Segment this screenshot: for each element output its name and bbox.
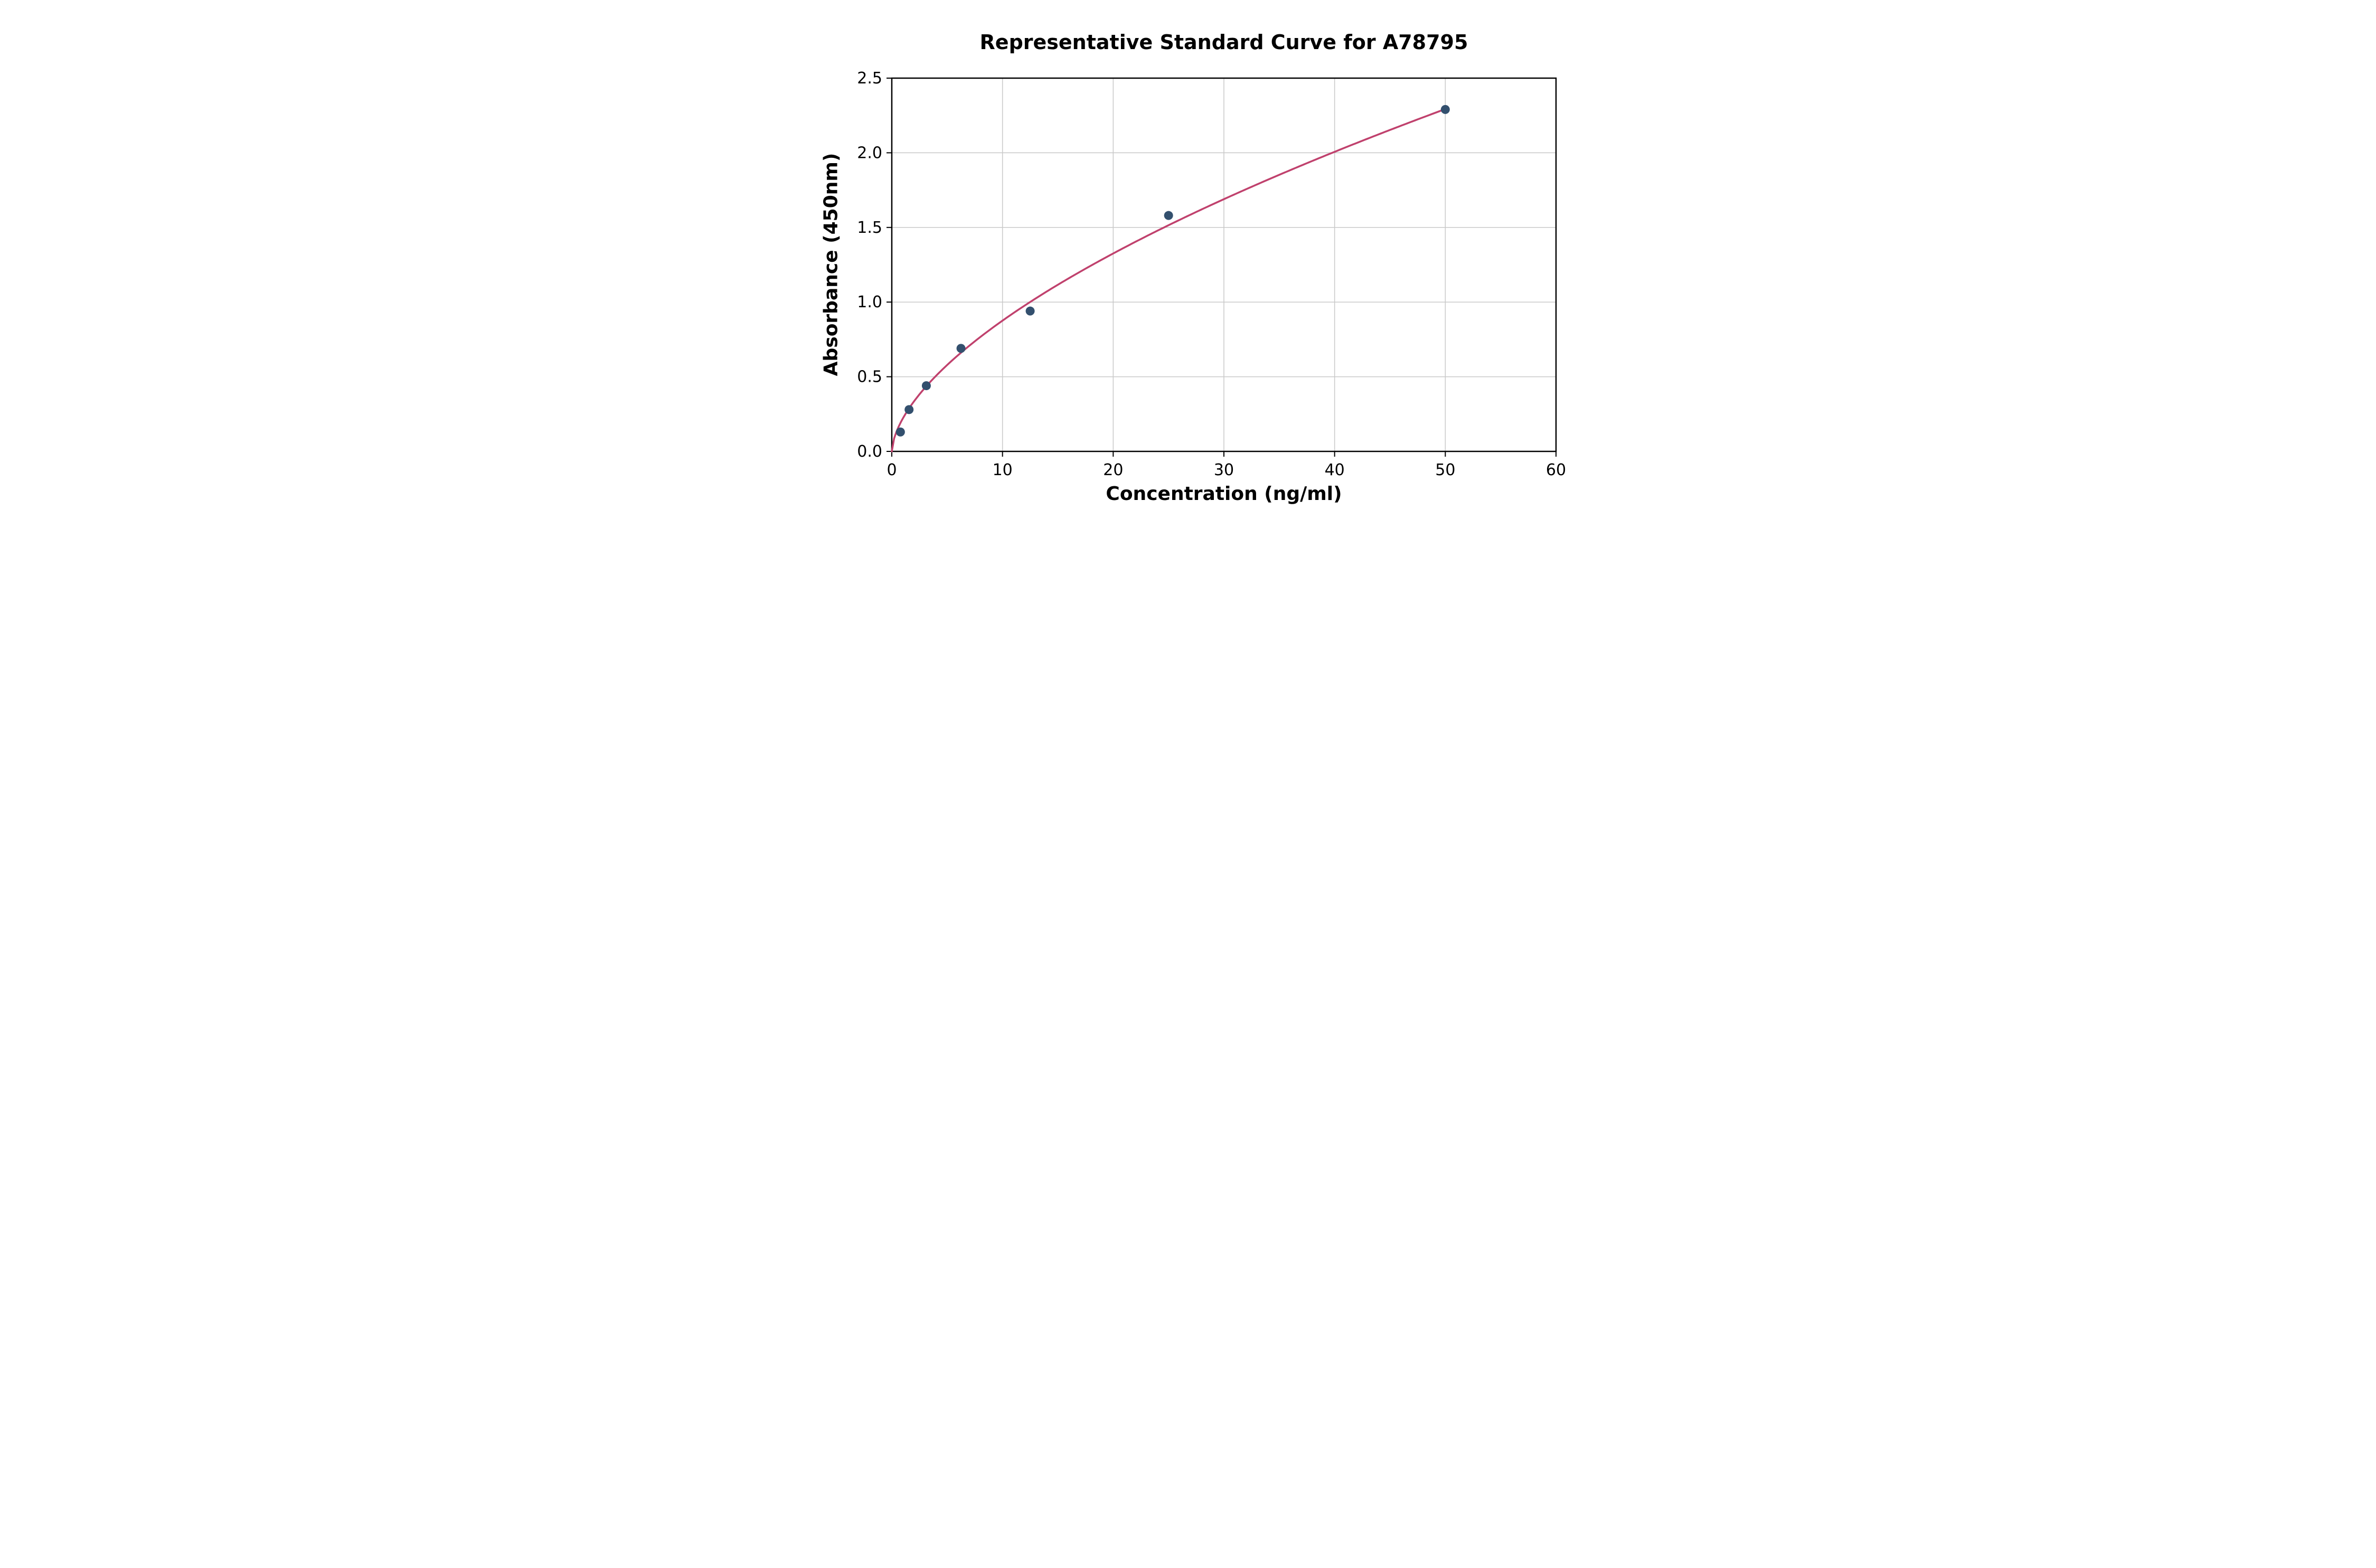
y-tick-label: 2.5: [857, 69, 882, 88]
data-point: [1164, 211, 1173, 220]
x-tick-label: 30: [1214, 461, 1234, 479]
standard-curve-figure: Representative Standard Curve for A78795…: [792, 0, 1584, 523]
data-point: [956, 344, 966, 353]
x-axis-label: Concentration (ng/ml): [1106, 483, 1342, 505]
data-point: [1025, 306, 1035, 316]
y-tick-label: 1.5: [857, 219, 882, 237]
chart-title: Representative Standard Curve for A78795: [979, 31, 1468, 54]
standard-curve-plot: 0 10 20 30 40 50 60 0.0 0.5 1.0 1.5 2.0 2.5: [857, 69, 1566, 479]
x-tick-label: 0: [887, 461, 897, 479]
data-point: [921, 381, 931, 391]
data-point: [904, 405, 914, 414]
data-point: [895, 427, 905, 437]
x-tick-label: 20: [1103, 461, 1123, 479]
x-tick-label: 40: [1325, 461, 1345, 479]
x-tick-label: 10: [993, 461, 1013, 479]
y-tick-label: 0.5: [857, 368, 882, 386]
y-tick-label: 1.0: [857, 293, 882, 311]
data-point: [1440, 105, 1450, 114]
fit-curve: [891, 108, 1447, 452]
x-tick-label: 50: [1435, 461, 1455, 479]
y-tick-label: 2.0: [857, 144, 882, 162]
x-tick-label: 60: [1546, 461, 1566, 479]
y-tick-label: 0.0: [857, 442, 882, 461]
